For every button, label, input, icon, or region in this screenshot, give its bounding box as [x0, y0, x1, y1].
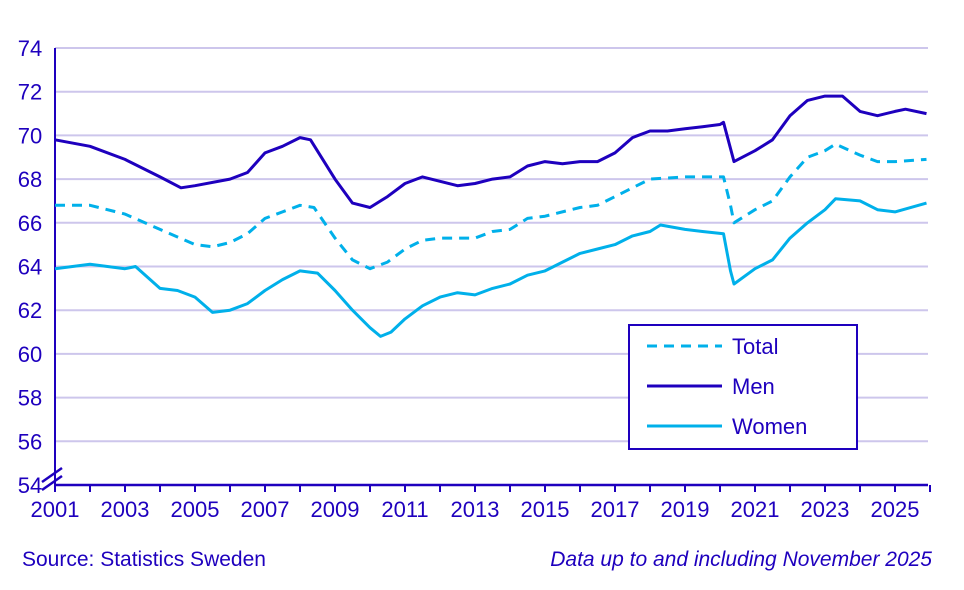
- x-tick-label: 2001: [31, 497, 80, 522]
- x-tick-label: 2019: [661, 497, 710, 522]
- y-tick-label: 62: [18, 298, 42, 323]
- x-tick-label: 2025: [871, 497, 920, 522]
- y-tick-label: 74: [18, 36, 42, 61]
- x-axis: 2001 2003 2005 2007 2009 2011 2013 2015 2017 2019…: [31, 483, 931, 522]
- y-tick-label: 54: [18, 473, 42, 498]
- x-tick-label: 2003: [101, 497, 150, 522]
- series-lines: [54, 94, 927, 338]
- legend: Total Men Women: [628, 324, 858, 450]
- legend-label-women: Women: [732, 414, 807, 439]
- y-tick-label: 60: [18, 342, 42, 367]
- series-line-men: [54, 94, 927, 209]
- series-line-women: [54, 197, 927, 338]
- legend-label-men: Men: [732, 374, 775, 399]
- axis-break-mark: [41, 474, 63, 492]
- y-tick-label: 72: [18, 80, 42, 105]
- x-tick-label: 2023: [801, 497, 850, 522]
- x-tick-label: 2011: [381, 497, 428, 522]
- y-tick-label: 70: [18, 123, 42, 148]
- data-note: Data up to and including November 2025: [550, 548, 932, 571]
- y-axis: 54 56 58 60 62 64 66 68 70 72 74: [18, 36, 63, 498]
- source-note: Source: Statistics Sweden: [22, 548, 266, 571]
- y-tick-label: 66: [18, 211, 42, 236]
- x-tick-label: 2007: [241, 497, 290, 522]
- x-tick-label: 2009: [311, 497, 360, 522]
- y-tick-label: 56: [18, 429, 42, 454]
- x-tick-label: 2015: [521, 497, 570, 522]
- legend-label-total: Total: [732, 334, 778, 359]
- x-tick-label: 2013: [451, 497, 500, 522]
- gridlines: [55, 47, 928, 443]
- series-line-total: [55, 142, 927, 271]
- y-tick-label: 68: [18, 167, 42, 192]
- y-tick-label: 64: [18, 255, 42, 280]
- axis-break-mark: [41, 466, 63, 484]
- x-tick-label: 2021: [731, 497, 780, 522]
- x-tick-label: 2017: [591, 497, 640, 522]
- x-tick-label: 2005: [171, 497, 220, 522]
- y-tick-label: 58: [18, 386, 42, 411]
